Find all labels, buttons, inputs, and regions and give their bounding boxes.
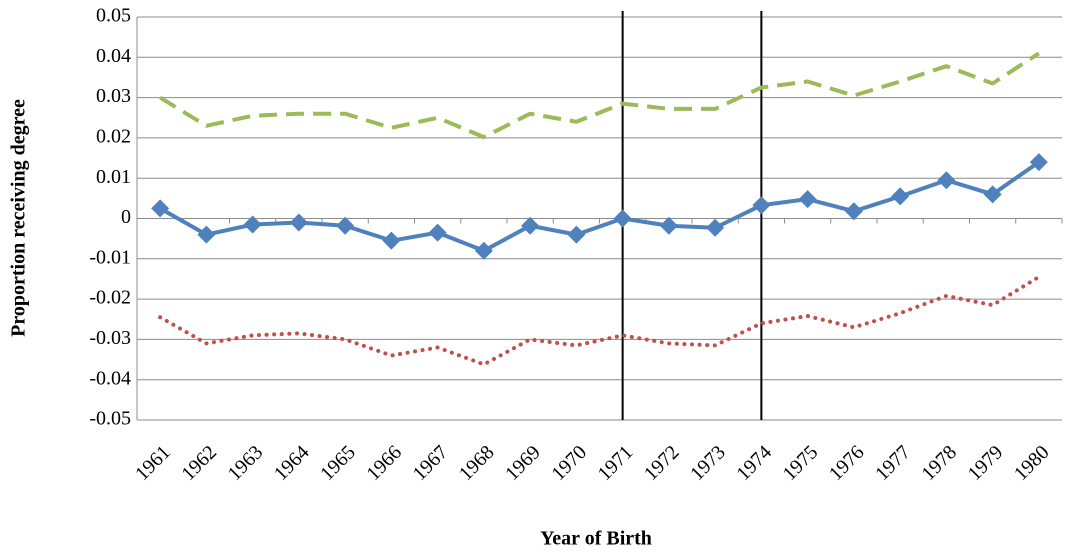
x-tick-label: 1976 — [825, 441, 869, 485]
data-point — [474, 241, 493, 260]
x-tick-label: 1975 — [779, 441, 823, 485]
series-line — [158, 274, 1041, 367]
series-line — [159, 51, 1040, 140]
x-tick-label: 1973 — [686, 441, 730, 485]
x-tick-label: 1963 — [224, 441, 268, 485]
x-tick-label: 1979 — [964, 441, 1008, 485]
data-point — [752, 196, 771, 215]
y-tick-label: -0.01 — [89, 246, 131, 268]
data-point — [659, 216, 678, 235]
data-point — [243, 215, 262, 234]
series-line — [159, 160, 1041, 253]
y-tick-label: 0.04 — [96, 45, 131, 67]
data-point — [382, 231, 401, 250]
data-point — [567, 225, 586, 244]
x-tick-label: 1969 — [501, 441, 545, 485]
x-axis-title: Year of Birth — [540, 528, 652, 550]
y-tick-label: 0.02 — [96, 125, 131, 147]
x-tick-label: 1970 — [547, 441, 591, 485]
x-tick-label: 1977 — [871, 441, 915, 485]
x-tick-label: 1972 — [640, 441, 684, 485]
data-point — [798, 190, 817, 209]
x-tick-label: 1978 — [917, 441, 961, 485]
data-point — [891, 187, 910, 206]
y-axis-title: Proportion receiving degree — [8, 99, 30, 337]
x-tick-label: 1967 — [409, 441, 453, 485]
x-tick-label: 1974 — [732, 441, 776, 485]
x-tick-label: 1965 — [316, 441, 360, 485]
data-point — [289, 213, 308, 232]
data-point — [983, 185, 1002, 204]
y-tick-label: 0 — [121, 206, 131, 228]
y-tick-label: -0.02 — [89, 287, 131, 309]
data-point — [1029, 153, 1048, 172]
data-point — [428, 223, 447, 242]
x-tick-label: 1962 — [177, 441, 221, 485]
x-tick-label: 1964 — [270, 441, 314, 485]
data-point — [937, 171, 956, 190]
x-tick-label: 1968 — [455, 441, 499, 485]
y-tick-label: -0.04 — [89, 367, 131, 389]
data-point — [151, 199, 170, 218]
data-point — [336, 216, 355, 235]
data-point — [844, 202, 863, 221]
y-tick-label: -0.03 — [89, 327, 131, 349]
x-tick-label: 1971 — [594, 441, 638, 485]
y-tick-label: 0.05 — [96, 5, 131, 27]
y-tick-label: 0.01 — [96, 166, 131, 188]
y-tick-label: -0.05 — [89, 408, 131, 430]
data-point — [706, 218, 725, 237]
data-point — [197, 225, 216, 244]
data-point — [521, 216, 540, 235]
x-tick-label: 1961 — [131, 441, 175, 485]
y-tick-label: 0.03 — [96, 85, 131, 107]
x-tick-label: 1980 — [1010, 441, 1054, 485]
data-point — [613, 209, 632, 228]
x-tick-label: 1966 — [362, 441, 406, 485]
